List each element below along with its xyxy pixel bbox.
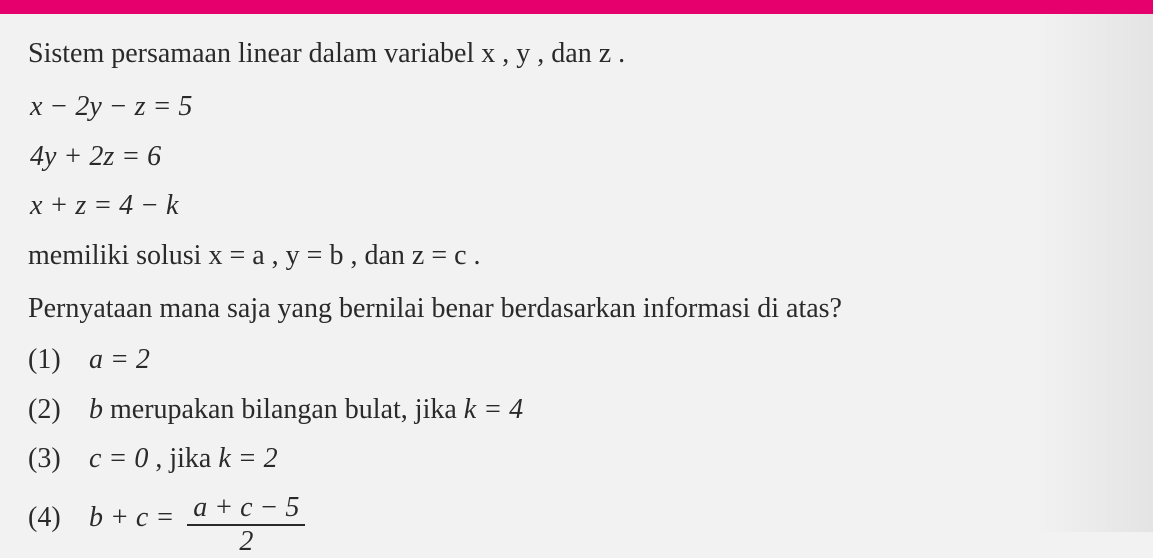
solution-text: memiliki solusi x = a , y = b , dan z = … [28, 240, 481, 271]
equation-2-text: 4y + 2z = 6 [30, 141, 161, 172]
solution-line: memiliki solusi x = a , y = b , dan z = … [28, 234, 1125, 277]
problem-content: Sistem persamaan linear dalam variabel x… [0, 14, 1153, 552]
option-4-frac-den: 2 [187, 526, 305, 558]
option-2: (2) b merupakan bilangan bulat, jika k =… [28, 388, 1125, 431]
option-3-num: (3) [28, 437, 82, 480]
option-3: (3) c = 0 , jika k = 2 [28, 437, 1125, 480]
option-3-pre: c = 0 [89, 443, 148, 474]
equation-1: x − 2y − z = 5 [28, 85, 1125, 128]
option-4-frac-num: a + c − 5 [187, 493, 305, 527]
equation-2: 4y + 2z = 6 [28, 135, 1125, 178]
equation-3-text: x + z = 4 − k [30, 190, 178, 221]
equation-3: x + z = 4 − k [28, 184, 1125, 227]
option-4-fraction: a + c − 5 2 [187, 493, 305, 558]
option-1: (1) a = 2 [28, 338, 1125, 381]
option-3-mid: , jika [155, 443, 218, 474]
option-1-text: a = 2 [89, 344, 150, 375]
option-2-post: k = 4 [464, 394, 523, 425]
question-text: Pernyataan mana saja yang bernilai benar… [28, 293, 842, 324]
equation-1-text: x − 2y − z = 5 [30, 91, 192, 122]
option-2-num: (2) [28, 388, 82, 431]
option-3-post: k = 2 [218, 443, 277, 474]
option-4-num: (4) [28, 496, 82, 539]
option-2-pre: b [89, 394, 103, 425]
intro-text: Sistem persamaan linear dalam variabel x… [28, 32, 1125, 75]
top-magenta-bar [0, 0, 1153, 14]
question-line: Pernyataan mana saja yang bernilai benar… [28, 287, 1125, 330]
intro-span: Sistem persamaan linear dalam variabel x… [28, 38, 625, 69]
option-2-mid: merupakan bilangan bulat, jika [110, 394, 464, 425]
option-4-lhs: b + c = [89, 502, 174, 533]
option-4: (4) b + c = a + c − 5 2 [28, 487, 1125, 553]
option-1-num: (1) [28, 338, 82, 381]
